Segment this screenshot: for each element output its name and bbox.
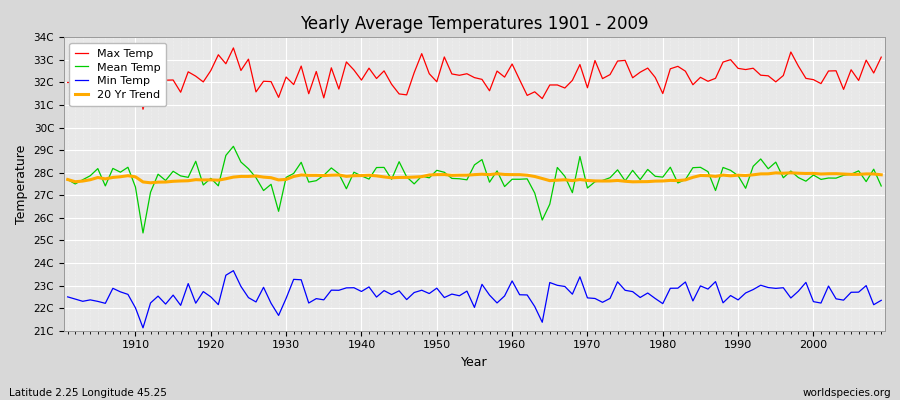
Min Temp bbox=[138, 326, 148, 330]
20 Yr Trend bbox=[62, 177, 73, 182]
Mean Temp bbox=[228, 144, 238, 149]
20 Yr Trend bbox=[341, 174, 352, 179]
Mean Temp bbox=[138, 230, 148, 235]
Line: Mean Temp: Mean Temp bbox=[68, 146, 881, 233]
Min Temp bbox=[62, 294, 73, 299]
Line: 20 Yr Trend: 20 Yr Trend bbox=[68, 173, 881, 183]
Mean Temp bbox=[122, 165, 133, 170]
Mean Temp bbox=[62, 177, 73, 182]
Max Temp bbox=[303, 91, 314, 96]
Min Temp bbox=[612, 280, 623, 284]
Mean Temp bbox=[612, 168, 623, 172]
Max Temp bbox=[138, 107, 148, 112]
Min Temp bbox=[514, 292, 525, 297]
Max Temp bbox=[612, 59, 623, 64]
Max Temp bbox=[348, 68, 359, 72]
Min Temp bbox=[876, 298, 886, 303]
Title: Yearly Average Temperatures 1901 - 2009: Yearly Average Temperatures 1901 - 2009 bbox=[301, 15, 649, 33]
20 Yr Trend bbox=[876, 172, 886, 177]
20 Yr Trend bbox=[507, 172, 517, 177]
Text: worldspecies.org: worldspecies.org bbox=[803, 388, 891, 398]
Max Temp bbox=[514, 78, 525, 82]
Max Temp bbox=[62, 80, 73, 85]
Mean Temp bbox=[522, 176, 533, 181]
Min Temp bbox=[228, 268, 238, 273]
Mean Temp bbox=[514, 177, 525, 182]
Max Temp bbox=[122, 65, 133, 70]
Min Temp bbox=[522, 292, 533, 297]
20 Yr Trend bbox=[514, 172, 525, 177]
Mean Temp bbox=[348, 170, 359, 175]
20 Yr Trend bbox=[296, 172, 307, 177]
Text: Latitude 2.25 Longitude 45.25: Latitude 2.25 Longitude 45.25 bbox=[9, 388, 166, 398]
Line: Min Temp: Min Temp bbox=[68, 271, 881, 328]
Min Temp bbox=[303, 301, 314, 306]
Line: Max Temp: Max Temp bbox=[68, 48, 881, 109]
Min Temp bbox=[122, 292, 133, 297]
Max Temp bbox=[228, 46, 238, 50]
20 Yr Trend bbox=[122, 173, 133, 178]
Min Temp bbox=[348, 285, 359, 290]
20 Yr Trend bbox=[145, 180, 156, 185]
Mean Temp bbox=[876, 184, 886, 188]
Legend: Max Temp, Mean Temp, Min Temp, 20 Yr Trend: Max Temp, Mean Temp, Min Temp, 20 Yr Tre… bbox=[69, 43, 166, 106]
X-axis label: Year: Year bbox=[461, 356, 488, 369]
20 Yr Trend bbox=[786, 170, 796, 175]
Mean Temp bbox=[303, 180, 314, 184]
Max Temp bbox=[522, 93, 533, 98]
Max Temp bbox=[876, 55, 886, 60]
Y-axis label: Temperature: Temperature bbox=[15, 144, 28, 224]
20 Yr Trend bbox=[605, 178, 616, 183]
